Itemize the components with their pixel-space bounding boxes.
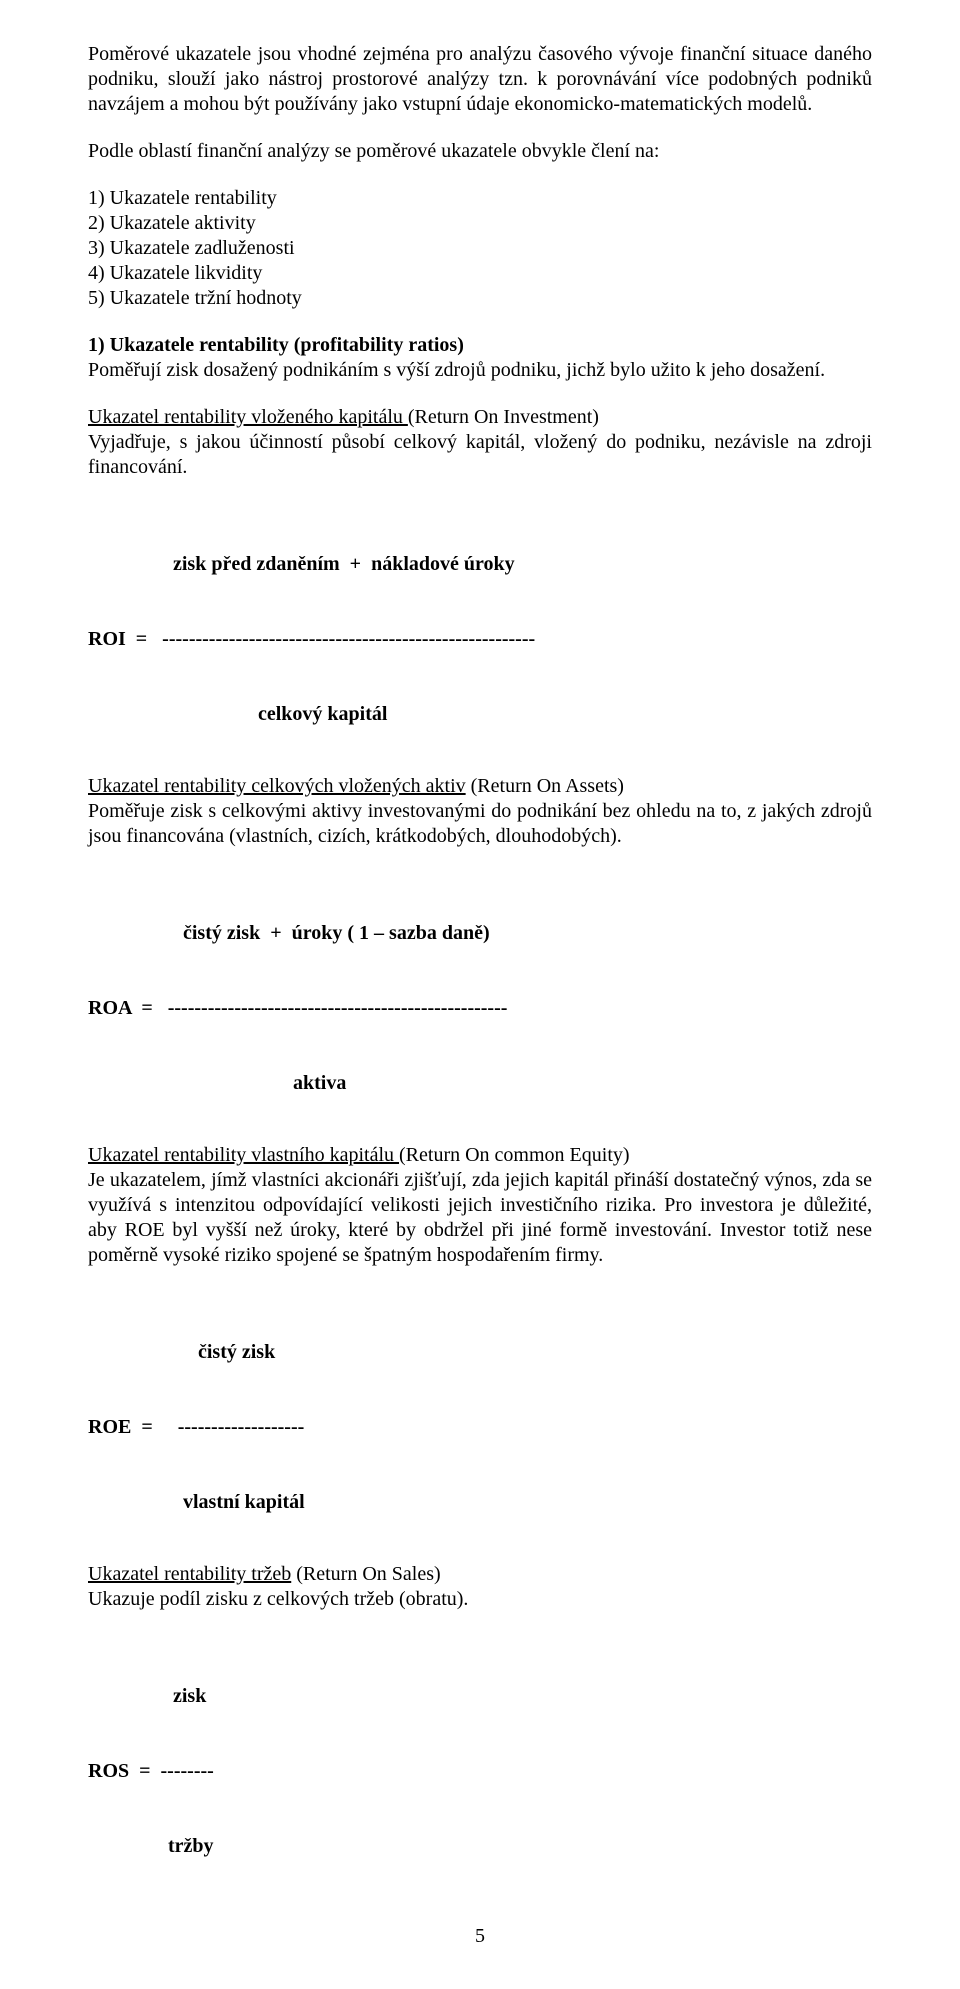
roa-title: Ukazatel rentability celkových vložených… [88, 775, 466, 797]
indicator-list: 1) Ukazatele rentability 2) Ukazatele ak… [88, 186, 872, 311]
ros-title: Ukazatel rentability tržeb [88, 1563, 291, 1585]
ros-formula: zisk ROS = -------- tržby [88, 1634, 872, 1884]
roa-block: Ukazatel rentability celkových vložených… [88, 774, 872, 849]
formula-line: vlastní kapitál [88, 1490, 872, 1515]
list-item: 1) Ukazatele rentability [88, 186, 872, 211]
roa-title-tail: (Return On Assets) [466, 775, 624, 797]
formula-line: ROS = -------- [88, 1759, 872, 1784]
formula-line: ROE = ------------------- [88, 1415, 872, 1440]
formula-line: celkový kapitál [88, 702, 872, 727]
list-item: 4) Ukazatele likvidity [88, 261, 872, 286]
formula-line: tržby [88, 1834, 872, 1859]
roe-formula: čistý zisk ROE = ------------------- vla… [88, 1290, 872, 1540]
formula-line: ROI = ----------------------------------… [88, 627, 872, 652]
roe-body: Je ukazatelem, jímž vlastníci akcionáři … [88, 1169, 872, 1266]
intro-paragraph: Poměrové ukazatele jsou vhodné zejména p… [88, 42, 872, 117]
formula-line: zisk před zdaněním + nákladové úroky [88, 552, 872, 577]
roe-title: Ukazatel rentability vlastního kapitálu [88, 1144, 399, 1166]
roi-block: Ukazatel rentability vloženého kapitálu … [88, 405, 872, 480]
roa-formula: čistý zisk + úroky ( 1 – sazba daně) ROA… [88, 871, 872, 1121]
formula-line: čistý zisk [88, 1340, 872, 1365]
roi-title-tail: (Return On Investment) [408, 406, 599, 428]
section-1: 1) Ukazatele rentability (profitability … [88, 333, 872, 383]
section-1-title: 1) Ukazatele rentability (profitability … [88, 334, 464, 356]
ros-body: Ukazuje podíl zisku z celkových tržeb (o… [88, 1588, 468, 1610]
list-item: 5) Ukazatele tržní hodnoty [88, 286, 872, 311]
section-1-body: Poměřují zisk dosažený podnikáním s výší… [88, 359, 825, 381]
roa-body: Poměřuje zisk s celkovými aktivy investo… [88, 800, 872, 847]
formula-line: aktiva [88, 1071, 872, 1096]
intro-list-lead: Podle oblastí finanční analýzy se poměro… [88, 139, 872, 164]
ros-block: Ukazatel rentability tržeb (Return On Sa… [88, 1562, 872, 1612]
roe-block: Ukazatel rentability vlastního kapitálu … [88, 1143, 872, 1268]
roi-formula: zisk před zdaněním + nákladové úroky ROI… [88, 502, 872, 752]
roi-title: Ukazatel rentability vloženého kapitálu [88, 406, 408, 428]
formula-line: ROA = ----------------------------------… [88, 996, 872, 1021]
list-item: 3) Ukazatele zadluženosti [88, 236, 872, 261]
formula-line: zisk [88, 1684, 872, 1709]
list-item: 2) Ukazatele aktivity [88, 211, 872, 236]
formula-line: čistý zisk + úroky ( 1 – sazba daně) [88, 921, 872, 946]
roe-title-tail: (Return On common Equity) [399, 1144, 630, 1166]
page-number: 5 [88, 1924, 872, 1949]
ros-title-tail: (Return On Sales) [291, 1563, 440, 1585]
roi-body: Vyjadřuje, s jakou účinností působí celk… [88, 431, 872, 478]
